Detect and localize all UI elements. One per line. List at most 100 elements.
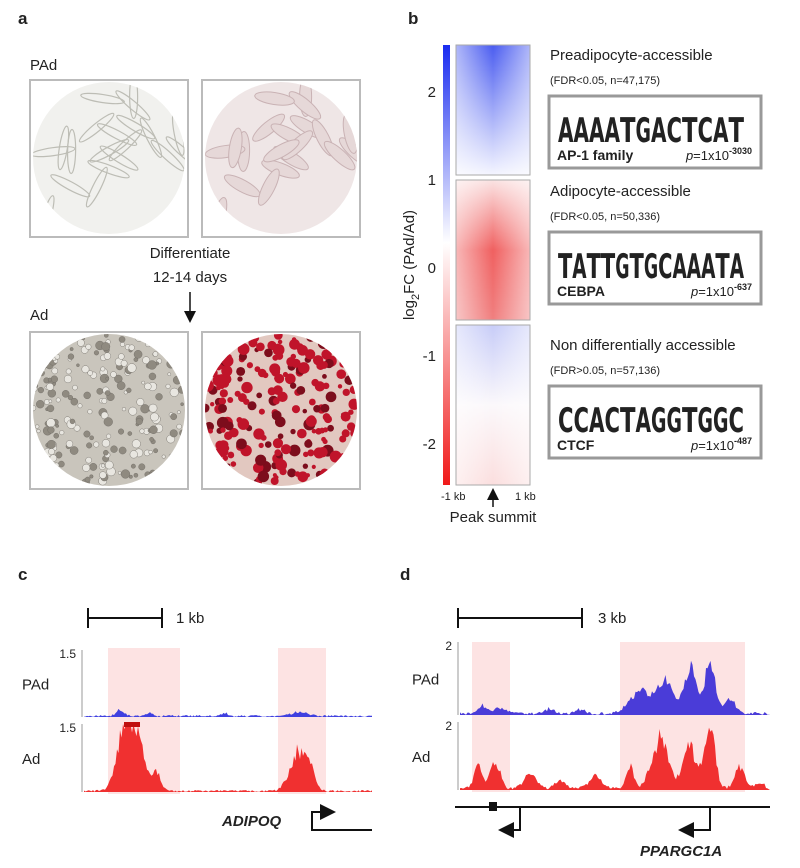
droplet <box>236 366 246 376</box>
droplet <box>241 418 248 425</box>
droplet <box>236 438 247 450</box>
droplet <box>67 353 75 360</box>
droplet <box>103 352 112 360</box>
droplet <box>152 351 159 357</box>
droplet <box>314 381 326 392</box>
motif-name: CTCF <box>557 437 595 453</box>
p-value: p=1x10-487 <box>690 436 752 453</box>
droplet <box>100 411 109 420</box>
droplet <box>341 429 350 438</box>
droplet <box>307 449 315 457</box>
droplet <box>167 372 172 376</box>
droplet <box>161 454 166 459</box>
track-name: Ad <box>412 749 430 766</box>
droplet <box>120 359 128 367</box>
motif-box <box>547 94 763 170</box>
droplet <box>237 343 250 355</box>
droplet <box>44 399 50 405</box>
droplet <box>208 428 213 434</box>
logo-letter: T <box>587 247 602 287</box>
droplet <box>149 437 154 442</box>
p-value-part: p <box>685 148 693 163</box>
droplet <box>47 377 52 382</box>
droplet <box>230 461 237 467</box>
droplet <box>37 386 44 394</box>
logo-letter: A <box>713 111 729 151</box>
droplet <box>135 417 143 425</box>
p-value-part: =1x10 <box>698 284 734 299</box>
droplet <box>274 449 282 457</box>
logo-letter: A <box>730 247 745 287</box>
tick-label: 1 <box>428 172 436 189</box>
droplet <box>129 450 138 459</box>
droplet <box>297 362 310 374</box>
droplet <box>170 413 178 420</box>
droplet <box>46 404 55 413</box>
droplet <box>275 459 288 471</box>
droplet <box>294 471 301 477</box>
logo-letter: T <box>682 111 698 151</box>
group-title: Non differentially accessible <box>550 337 736 354</box>
droplet <box>46 440 56 449</box>
droplet <box>325 391 337 403</box>
logo-letter: A <box>687 247 702 287</box>
droplet <box>133 473 139 478</box>
logo-letter: G <box>667 401 683 441</box>
droplet <box>257 368 267 378</box>
droplet <box>219 389 228 398</box>
droplet <box>104 390 111 396</box>
logo-letter: C <box>558 401 574 441</box>
logo-letter: T <box>630 247 645 287</box>
droplet <box>323 350 332 358</box>
droplet <box>273 334 283 340</box>
droplet <box>65 440 74 448</box>
motif-box <box>547 384 763 460</box>
droplet <box>264 441 272 448</box>
droplet <box>48 399 53 403</box>
motif-name: CEBPA <box>557 283 605 299</box>
droplet <box>169 387 179 397</box>
droplet <box>241 381 253 394</box>
droplet <box>50 375 58 383</box>
droplet <box>255 454 267 466</box>
arrow-text: Differentiate <box>150 245 231 262</box>
p-value-part: =1x10 <box>693 148 729 163</box>
droplet <box>224 431 233 440</box>
cell <box>85 166 108 208</box>
cell <box>254 91 295 106</box>
droplet <box>277 433 284 440</box>
logo-letter: C <box>574 401 590 441</box>
panel-label: b <box>408 9 418 28</box>
exon <box>489 802 497 811</box>
logo-letter: A <box>589 111 605 151</box>
droplet <box>342 388 350 397</box>
droplet <box>155 393 163 401</box>
droplet <box>73 424 81 432</box>
signal <box>84 708 372 717</box>
cell <box>165 136 185 168</box>
droplet <box>243 398 250 405</box>
droplet <box>87 370 93 376</box>
x-label: -1 kb <box>441 491 465 503</box>
logo-letter: T <box>620 401 636 441</box>
cell <box>139 117 163 159</box>
droplet <box>303 451 309 458</box>
droplet <box>227 451 235 459</box>
droplet <box>100 366 106 372</box>
track-max: 2 <box>445 719 452 733</box>
droplet <box>269 363 281 375</box>
logo-letter: T <box>601 247 616 287</box>
droplet <box>218 397 227 405</box>
micrograph <box>33 82 185 234</box>
droplet <box>118 428 125 435</box>
droplet <box>148 403 158 413</box>
droplet <box>101 398 108 404</box>
droplet <box>277 390 282 396</box>
droplet <box>337 384 343 389</box>
droplet <box>81 365 90 374</box>
logo-letter: C <box>667 111 683 151</box>
droplet <box>67 394 74 401</box>
axis-label-part: log <box>401 300 418 320</box>
droplet <box>220 427 226 433</box>
droplet <box>93 441 100 448</box>
